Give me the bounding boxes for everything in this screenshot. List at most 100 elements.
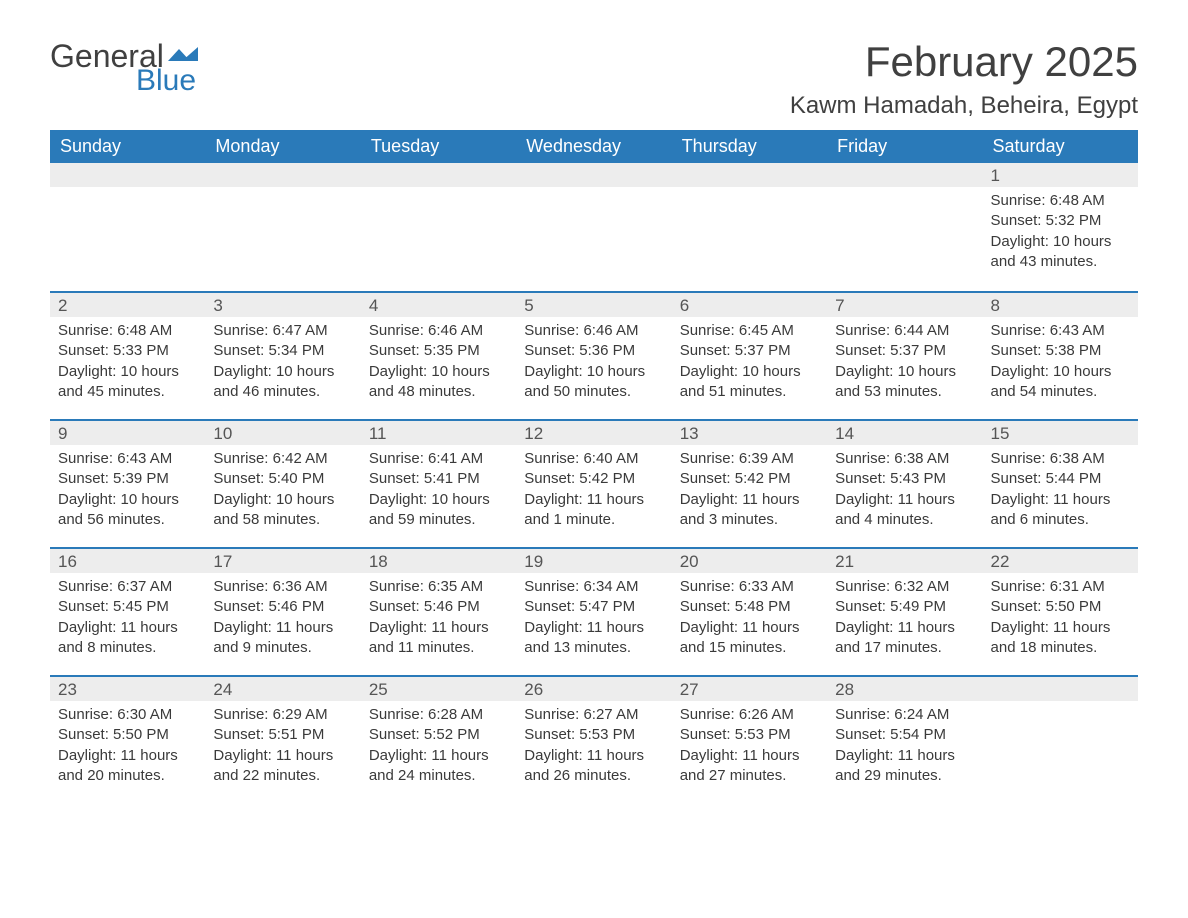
sunrise-text: Sunrise: 6:34 AM (524, 577, 663, 597)
daylight-text: Daylight: 10 hours and 45 minutes. (58, 362, 197, 403)
day-body: Sunrise: 6:27 AMSunset: 5:53 PMDaylight:… (516, 701, 671, 796)
day-cell: 11Sunrise: 6:41 AMSunset: 5:41 PMDayligh… (361, 421, 516, 547)
sunset-text: Sunset: 5:45 PM (58, 597, 197, 617)
sunrise-text: Sunrise: 6:32 AM (835, 577, 974, 597)
day-number: 7 (827, 293, 982, 317)
sunrise-text: Sunrise: 6:35 AM (369, 577, 508, 597)
sunset-text: Sunset: 5:50 PM (58, 725, 197, 745)
day-body: Sunrise: 6:38 AMSunset: 5:44 PMDaylight:… (983, 445, 1138, 540)
day-number: 3 (205, 293, 360, 317)
day-body: Sunrise: 6:48 AMSunset: 5:32 PMDaylight:… (983, 187, 1138, 282)
day-body: Sunrise: 6:36 AMSunset: 5:46 PMDaylight:… (205, 573, 360, 668)
sunrise-text: Sunrise: 6:42 AM (213, 449, 352, 469)
daylight-text: Daylight: 10 hours and 56 minutes. (58, 490, 197, 531)
day-cell: 3Sunrise: 6:47 AMSunset: 5:34 PMDaylight… (205, 293, 360, 419)
day-number: 1 (983, 163, 1138, 187)
daylight-text: Daylight: 11 hours and 13 minutes. (524, 618, 663, 659)
sunrise-text: Sunrise: 6:31 AM (991, 577, 1130, 597)
day-number: 18 (361, 549, 516, 573)
day-number: 11 (361, 421, 516, 445)
month-title: February 2025 (790, 40, 1138, 84)
sunrise-text: Sunrise: 6:48 AM (58, 321, 197, 341)
sunset-text: Sunset: 5:53 PM (680, 725, 819, 745)
sunset-text: Sunset: 5:46 PM (213, 597, 352, 617)
sunrise-text: Sunrise: 6:33 AM (680, 577, 819, 597)
sunset-text: Sunset: 5:35 PM (369, 341, 508, 361)
day-cell: 26Sunrise: 6:27 AMSunset: 5:53 PMDayligh… (516, 677, 671, 803)
day-number: 27 (672, 677, 827, 701)
daylight-text: Daylight: 11 hours and 18 minutes. (991, 618, 1130, 659)
sunset-text: Sunset: 5:37 PM (835, 341, 974, 361)
sunrise-text: Sunrise: 6:43 AM (991, 321, 1130, 341)
daylight-text: Daylight: 11 hours and 29 minutes. (835, 746, 974, 787)
sunset-text: Sunset: 5:51 PM (213, 725, 352, 745)
day-number: 21 (827, 549, 982, 573)
day-number: 25 (361, 677, 516, 701)
day-cell: 14Sunrise: 6:38 AMSunset: 5:43 PMDayligh… (827, 421, 982, 547)
day-body: Sunrise: 6:34 AMSunset: 5:47 PMDaylight:… (516, 573, 671, 668)
sunrise-text: Sunrise: 6:44 AM (835, 321, 974, 341)
day-number (983, 677, 1138, 701)
day-cell: 23Sunrise: 6:30 AMSunset: 5:50 PMDayligh… (50, 677, 205, 803)
day-cell: 19Sunrise: 6:34 AMSunset: 5:47 PMDayligh… (516, 549, 671, 675)
page-header: General Blue February 2025 Kawm Hamadah,… (50, 40, 1138, 120)
daylight-text: Daylight: 11 hours and 20 minutes. (58, 746, 197, 787)
day-number: 6 (672, 293, 827, 317)
day-body: Sunrise: 6:28 AMSunset: 5:52 PMDaylight:… (361, 701, 516, 796)
weekday-header: Wednesday (516, 130, 671, 163)
location-subtitle: Kawm Hamadah, Beheira, Egypt (790, 92, 1138, 120)
daylight-text: Daylight: 10 hours and 58 minutes. (213, 490, 352, 531)
daylight-text: Daylight: 11 hours and 4 minutes. (835, 490, 974, 531)
daylight-text: Daylight: 10 hours and 53 minutes. (835, 362, 974, 403)
day-number: 4 (361, 293, 516, 317)
title-block: February 2025 Kawm Hamadah, Beheira, Egy… (790, 40, 1138, 120)
day-body: Sunrise: 6:38 AMSunset: 5:43 PMDaylight:… (827, 445, 982, 540)
day-cell: 20Sunrise: 6:33 AMSunset: 5:48 PMDayligh… (672, 549, 827, 675)
sunset-text: Sunset: 5:41 PM (369, 469, 508, 489)
sunrise-text: Sunrise: 6:46 AM (369, 321, 508, 341)
day-cell: 25Sunrise: 6:28 AMSunset: 5:52 PMDayligh… (361, 677, 516, 803)
sunset-text: Sunset: 5:42 PM (680, 469, 819, 489)
day-cell: 6Sunrise: 6:45 AMSunset: 5:37 PMDaylight… (672, 293, 827, 419)
day-cell: 16Sunrise: 6:37 AMSunset: 5:45 PMDayligh… (50, 549, 205, 675)
sunset-text: Sunset: 5:40 PM (213, 469, 352, 489)
sunrise-text: Sunrise: 6:26 AM (680, 705, 819, 725)
day-cell: 5Sunrise: 6:46 AMSunset: 5:36 PMDaylight… (516, 293, 671, 419)
daylight-text: Daylight: 11 hours and 26 minutes. (524, 746, 663, 787)
day-body: Sunrise: 6:44 AMSunset: 5:37 PMDaylight:… (827, 317, 982, 412)
day-number: 16 (50, 549, 205, 573)
day-body: Sunrise: 6:46 AMSunset: 5:35 PMDaylight:… (361, 317, 516, 412)
sunrise-text: Sunrise: 6:43 AM (58, 449, 197, 469)
sunrise-text: Sunrise: 6:40 AM (524, 449, 663, 469)
daylight-text: Daylight: 10 hours and 54 minutes. (991, 362, 1130, 403)
sunset-text: Sunset: 5:34 PM (213, 341, 352, 361)
sunrise-text: Sunrise: 6:38 AM (835, 449, 974, 469)
day-cell (827, 163, 982, 291)
day-body: Sunrise: 6:41 AMSunset: 5:41 PMDaylight:… (361, 445, 516, 540)
daylight-text: Daylight: 11 hours and 11 minutes. (369, 618, 508, 659)
week-row: 16Sunrise: 6:37 AMSunset: 5:45 PMDayligh… (50, 547, 1138, 675)
week-row: 1Sunrise: 6:48 AMSunset: 5:32 PMDaylight… (50, 163, 1138, 291)
sunset-text: Sunset: 5:48 PM (680, 597, 819, 617)
day-body (205, 187, 360, 201)
day-cell (205, 163, 360, 291)
sunrise-text: Sunrise: 6:38 AM (991, 449, 1130, 469)
day-body: Sunrise: 6:24 AMSunset: 5:54 PMDaylight:… (827, 701, 982, 796)
sunrise-text: Sunrise: 6:29 AM (213, 705, 352, 725)
sunset-text: Sunset: 5:42 PM (524, 469, 663, 489)
day-body: Sunrise: 6:33 AMSunset: 5:48 PMDaylight:… (672, 573, 827, 668)
day-number: 26 (516, 677, 671, 701)
sunset-text: Sunset: 5:38 PM (991, 341, 1130, 361)
sunset-text: Sunset: 5:37 PM (680, 341, 819, 361)
sunset-text: Sunset: 5:53 PM (524, 725, 663, 745)
sunrise-text: Sunrise: 6:46 AM (524, 321, 663, 341)
day-cell: 24Sunrise: 6:29 AMSunset: 5:51 PMDayligh… (205, 677, 360, 803)
day-body (516, 187, 671, 201)
day-number: 24 (205, 677, 360, 701)
weekday-header-row: Sunday Monday Tuesday Wednesday Thursday… (50, 130, 1138, 163)
day-cell: 8Sunrise: 6:43 AMSunset: 5:38 PMDaylight… (983, 293, 1138, 419)
weekday-header: Tuesday (361, 130, 516, 163)
daylight-text: Daylight: 10 hours and 48 minutes. (369, 362, 508, 403)
weekday-header: Friday (827, 130, 982, 163)
day-cell (672, 163, 827, 291)
